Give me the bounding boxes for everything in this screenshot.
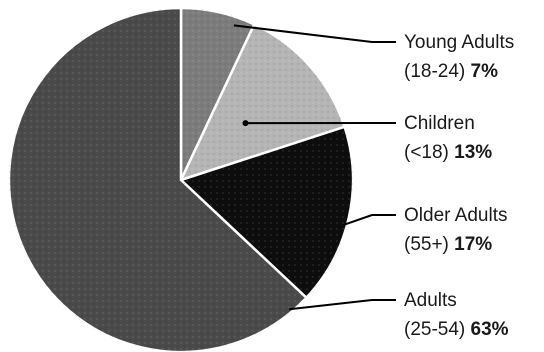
- leader-line: [233, 24, 396, 43]
- slice-label-range: (18-24): [404, 61, 471, 82]
- pie-slice-texture: [181, 24, 345, 181]
- slice-label-detail: (<18) 13%: [404, 142, 492, 163]
- slice-label-detail: (18-24) 7%: [404, 61, 498, 82]
- slice-labels: Young Adults (18-24) 7% Children (<18) 13% O…: [404, 32, 514, 340]
- slice-label-percent: 17%: [454, 234, 492, 255]
- leader-lines: [233, 24, 396, 311]
- slice-label-name: Young Adults: [404, 32, 514, 53]
- pie-slice-texture: [8, 8, 307, 352]
- leader-dot: [242, 120, 249, 127]
- slice-label-percent: 7%: [471, 61, 499, 82]
- pie-slice-texture: [181, 8, 255, 180]
- slice-label-name: Older Adults: [404, 205, 508, 226]
- slice-label-range: (<18): [404, 142, 454, 163]
- slice-label-detail: (25-54) 63%: [404, 319, 509, 340]
- slice-label-percent: 13%: [454, 142, 492, 163]
- slice-label-range: (55+): [404, 234, 454, 255]
- slice-label-range: (25-54): [404, 319, 471, 340]
- slice-label-name: Children: [404, 113, 475, 134]
- slice-label-name: Adults: [404, 290, 457, 311]
- leader-line: [343, 214, 396, 226]
- pie-slices: [7, 6, 355, 352]
- slice-label-detail: (55+) 17%: [404, 234, 492, 255]
- pie-slice-texture: [181, 126, 353, 298]
- leader-line: [289, 299, 396, 311]
- slice-label-percent: 63%: [471, 319, 509, 340]
